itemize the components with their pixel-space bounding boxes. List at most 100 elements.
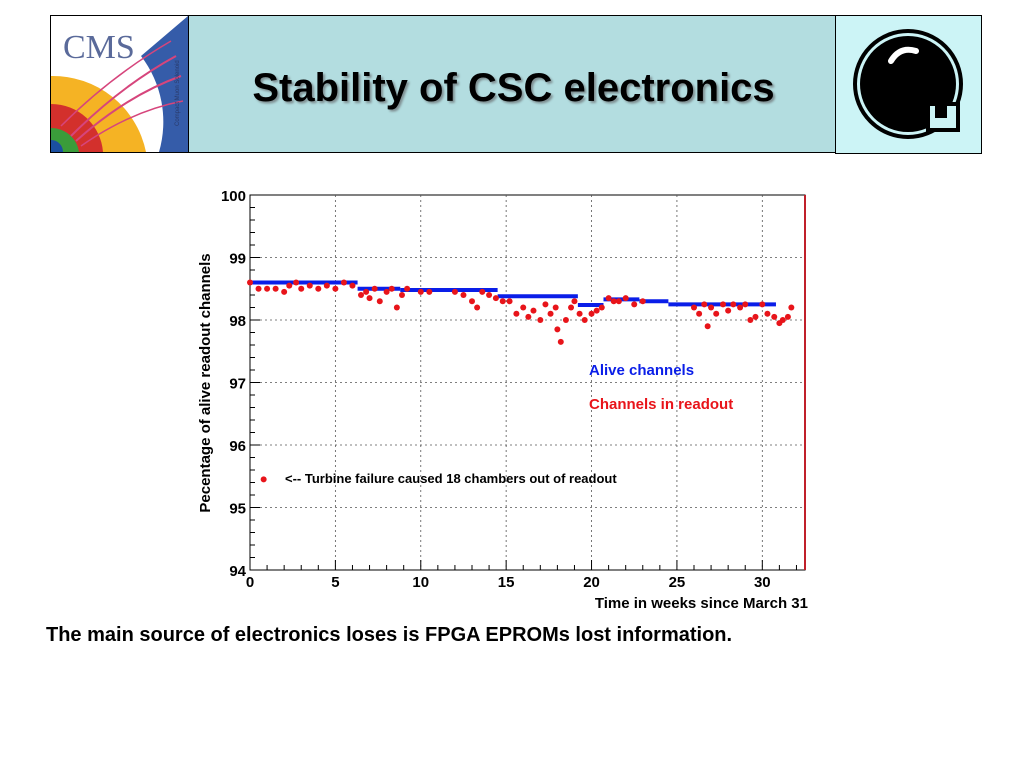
readout-point [598,304,605,311]
readout-point [513,310,520,317]
readout-point [720,301,727,308]
readout-point [691,304,697,311]
readout-point [568,304,575,311]
readout-point [323,282,330,289]
y-tick-label: 99 [229,251,246,268]
readout-point [264,285,271,292]
readout-point [557,338,564,345]
readout-point [771,313,778,320]
x-axis-label: Time in weeks since March 31 [595,595,808,612]
y-tick-label: 100 [221,188,246,205]
readout-point [737,304,744,311]
readout-point [730,301,737,308]
readout-point [520,304,527,311]
readout-point [547,310,554,317]
slide-title: Stability of CSC electronics [252,66,775,110]
readout-point [417,288,424,295]
y-tick-label: 96 [229,438,246,455]
readout-point [479,288,486,295]
readout-point [272,285,279,292]
readout-point [576,310,583,317]
y-tick-label: 94 [229,563,246,580]
readout-point [340,279,347,286]
readout-point [286,282,293,289]
csc-logo [835,15,982,154]
csc-logo-icon [853,29,963,139]
readout-point [593,307,600,314]
readout-point [571,298,578,305]
readout-point [631,301,638,308]
readout-point [752,313,759,320]
readout-point [525,313,532,320]
readout-point [366,295,373,302]
readout-point [759,301,766,308]
readout-point [701,301,708,308]
readout-point [255,285,262,292]
readout-point [315,285,322,292]
x-tick-label: 25 [669,574,686,591]
readout-point [713,310,720,317]
readout-point [469,298,475,305]
cms-logo-icon: CMS Compact Muon Solenoid [51,16,188,152]
readout-point [247,279,253,286]
readout-point [460,292,467,298]
cms-logo: CMS Compact Muon Solenoid [51,16,189,152]
readout-point [639,298,646,305]
readout-point [298,285,305,292]
x-tick-label: 0 [246,574,254,591]
readout-point [530,307,537,314]
readout-point [398,292,405,298]
readout-point [306,282,313,289]
readout-point [784,313,791,320]
readout-point [537,317,544,323]
readout-point [562,317,569,323]
readout-point [552,304,559,311]
title-banner: CMS Compact Muon Solenoid Stability of C… [50,15,837,153]
readout-point [358,292,364,298]
readout-point [506,298,513,305]
y-tick-label: 95 [229,501,246,518]
readout-point [332,285,339,292]
x-tick-label: 10 [412,574,429,591]
readout-point [581,317,588,323]
x-tick-label: 15 [498,574,515,591]
readout-point [554,326,561,333]
legend-alive: Alive channels [589,362,694,379]
chart-svg: 94 95 96 97 98 99 100 0 5 10 15 20 25 30 Pecentage of… [197,188,808,612]
x-tick-label: 20 [583,574,600,591]
readout-point [764,310,771,317]
readout-point [281,288,288,295]
cms-logo-subtext: Compact Muon Solenoid [175,60,181,126]
readout-point [696,310,703,317]
readout-point [615,298,622,305]
readout-point [499,298,506,305]
y-tick-label: 97 [229,376,246,393]
readout-point [788,304,795,311]
readout-point [260,476,267,483]
stability-chart: 94 95 96 97 98 99 100 0 5 10 15 20 25 30 Pecentage of… [190,180,830,620]
readout-point [474,304,481,311]
readout-point [610,298,617,305]
plot-frame [249,194,806,571]
readout-point [404,285,411,292]
cms-logo-text: CMS [63,29,135,66]
readout-point [486,292,493,298]
readout-point [605,295,612,302]
readout-point [371,285,378,292]
readout-point [393,304,400,311]
readout-point [704,323,711,330]
readout-point [426,288,433,295]
readout-point [376,298,383,305]
readout-point [779,317,786,323]
x-tick-label: 30 [754,574,771,591]
readout-point [451,288,458,295]
readout-point [363,288,370,295]
turbine-annotation: <-- Turbine failure caused 18 chambers o… [285,471,617,486]
legend-readout: Channels in readout [589,396,733,413]
readout-point [542,301,549,308]
readout-point [622,295,629,302]
series-layer [247,279,795,483]
readout-point [725,307,732,314]
slide-caption: The main source of electronics loses is … [46,624,733,646]
readout-point [349,282,356,289]
